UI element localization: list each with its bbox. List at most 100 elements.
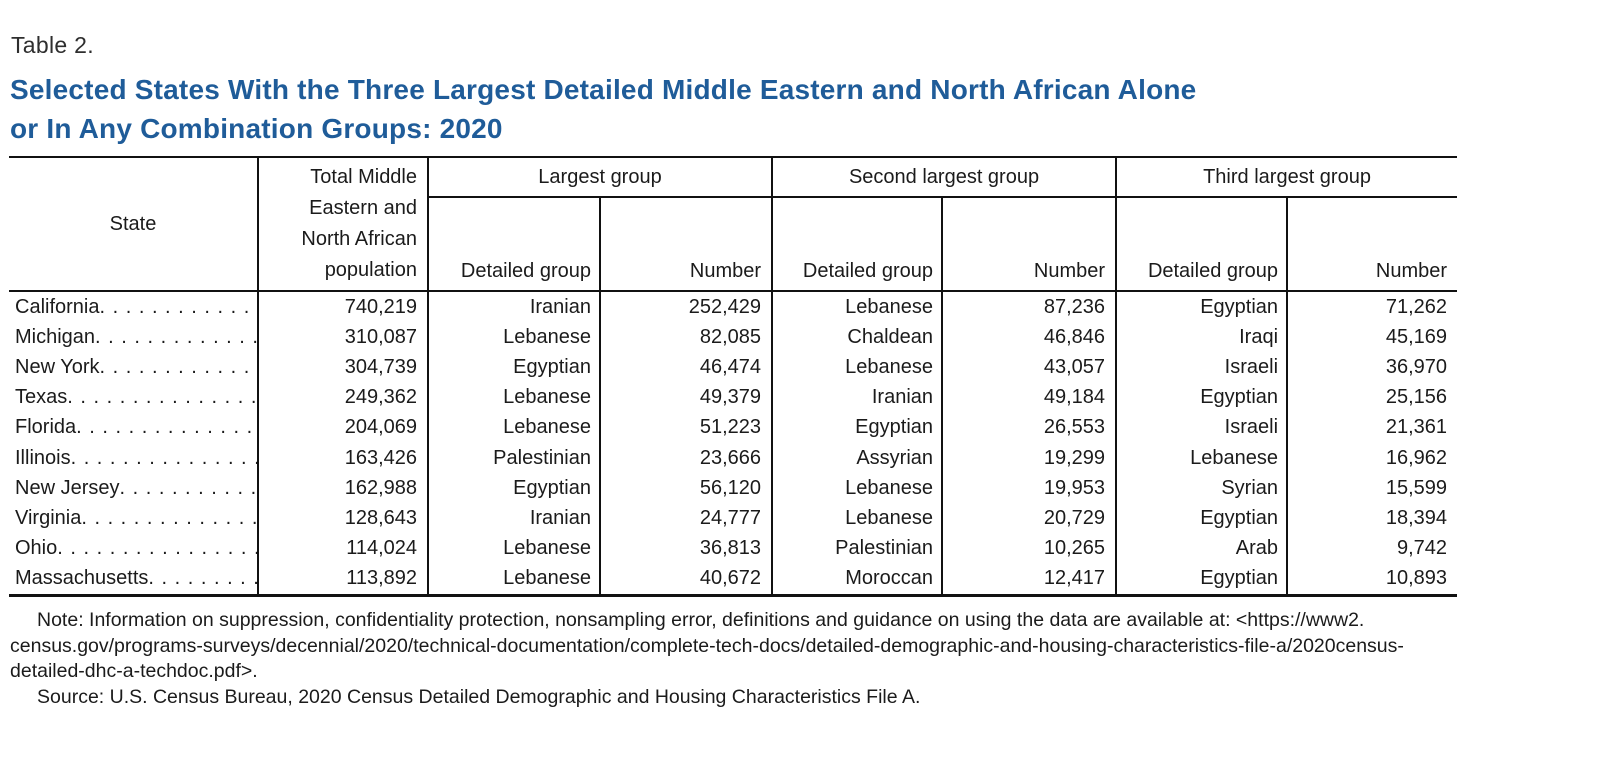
largest-detailed-group-cell: Lebanese bbox=[428, 563, 601, 596]
third-number-cell: 10,893 bbox=[1385, 567, 1448, 590]
second-detailed-group-cell: Moroccan bbox=[772, 563, 944, 596]
state-name: New Jersey bbox=[15, 476, 120, 499]
table-row: Texas 249,362 Lebanese 49,379 Iranian 49… bbox=[9, 382, 1457, 413]
second-number-cell: 26,553 bbox=[942, 412, 1118, 443]
group-header-largest: Largest group bbox=[428, 157, 774, 198]
largest-detailed-group-cell: Lebanese bbox=[428, 533, 601, 564]
state-cell: Florida bbox=[9, 412, 259, 443]
second-detailed-group-cell: Lebanese bbox=[772, 291, 944, 323]
largest-number-cell: 51,223 bbox=[600, 412, 774, 443]
second-detailed-group-cell: Lebanese bbox=[772, 473, 944, 504]
total-population-cell: 114,024 bbox=[258, 533, 429, 564]
second-detailed-group-cell: Iranian bbox=[772, 382, 944, 413]
state-name: Virginia bbox=[15, 506, 82, 529]
state-cell: Virginia bbox=[9, 503, 259, 534]
second-detailed-group-cell: Chaldean bbox=[772, 322, 944, 353]
dot-leader bbox=[119, 477, 257, 500]
largest-number-cell: 40,672 bbox=[600, 563, 774, 596]
dot-leader bbox=[81, 507, 257, 530]
third-detailed-group-cell: Israeli bbox=[1116, 352, 1289, 383]
largest-number-cell: 252,429 bbox=[600, 291, 774, 323]
total-population-cell: 249,362 bbox=[258, 382, 429, 413]
source-line: Source: U.S. Census Bureau, 2020 Census … bbox=[37, 685, 921, 708]
data-table: State Total Middle Eastern and North Afr… bbox=[9, 156, 1458, 597]
table-row: Florida 204,069 Lebanese 51,223 Egyptian… bbox=[9, 412, 1457, 443]
second-detailed-group-cell: Palestinian bbox=[772, 533, 944, 564]
group-header-third-largest: Third largest group bbox=[1116, 157, 1458, 198]
page-title-line-2: or In Any Combination Groups: 2020 bbox=[10, 113, 503, 144]
subheader-largest-number: Number bbox=[600, 197, 774, 292]
second-number-cell: 87,236 bbox=[942, 291, 1118, 323]
third-number-cell: 9,742 bbox=[1396, 537, 1448, 560]
second-number-cell: 10,265 bbox=[942, 533, 1118, 564]
dot-leader bbox=[100, 356, 258, 379]
total-population-cell: 128,643 bbox=[258, 503, 429, 534]
third-detailed-group-cell: Israeli bbox=[1116, 412, 1289, 443]
third-detailed-group-cell: Iraqi bbox=[1116, 322, 1289, 353]
total-header-line-2: Eastern and bbox=[309, 197, 417, 219]
dot-leader bbox=[99, 296, 257, 319]
state-cell: Michigan bbox=[9, 322, 259, 353]
state-name: Texas bbox=[15, 386, 68, 409]
largest-detailed-group-cell: Palestinian bbox=[428, 442, 601, 474]
largest-detailed-group-cell: Lebanese bbox=[428, 322, 601, 353]
total-population-cell: 304,739 bbox=[258, 352, 429, 383]
dot-leader bbox=[57, 537, 257, 560]
total-population-cell: 162,988 bbox=[258, 473, 429, 504]
note-line-3: detailed-dhc-a-techdoc.pdf>. bbox=[10, 660, 258, 682]
table-row: Massachusetts 113,892 Lebanese 40,672 Mo… bbox=[9, 563, 1457, 596]
dot-leader bbox=[71, 447, 257, 470]
subheader-largest-detailed-group: Detailed group bbox=[428, 197, 601, 292]
footnotes: Note: Information on suppression, confid… bbox=[10, 608, 1590, 710]
table-row: Michigan 310,087 Lebanese 82,085 Chaldea… bbox=[9, 322, 1457, 353]
largest-number-cell: 56,120 bbox=[600, 473, 774, 504]
note-line-1: Note: Information on suppression, confid… bbox=[37, 609, 1365, 631]
second-number-cell: 19,953 bbox=[942, 473, 1118, 504]
table-number-label: Table 2. bbox=[11, 32, 94, 58]
second-detailed-group-cell: Lebanese bbox=[772, 352, 944, 383]
third-detailed-group-cell: Egyptian bbox=[1116, 563, 1289, 596]
page-title: Selected States With the Three Largest D… bbox=[10, 70, 1570, 148]
state-cell: Texas bbox=[9, 382, 259, 413]
largest-detailed-group-cell: Egyptian bbox=[428, 473, 601, 504]
third-detailed-group-cell: Egyptian bbox=[1116, 382, 1289, 413]
largest-number-cell: 49,379 bbox=[600, 382, 774, 413]
subheader-third-number: Number bbox=[1287, 197, 1458, 292]
table-row: New York 304,739 Egyptian 46,474 Lebanes… bbox=[9, 352, 1457, 383]
largest-detailed-group-cell: Iranian bbox=[428, 291, 601, 323]
largest-detailed-group-cell: Lebanese bbox=[428, 382, 601, 413]
state-cell: Ohio bbox=[9, 533, 259, 564]
state-cell: New York bbox=[9, 352, 259, 383]
third-detailed-group-cell: Egyptian bbox=[1116, 503, 1289, 534]
table-row: Ohio 114,024 Lebanese 36,813 Palestinian… bbox=[9, 533, 1457, 564]
note-line-2: census.gov/programs-surveys/decennial/20… bbox=[10, 634, 1404, 657]
second-detailed-group-cell: Egyptian bbox=[772, 412, 944, 443]
third-number-cell: 25,156 bbox=[1385, 386, 1448, 409]
third-number-cell: 71,262 bbox=[1385, 295, 1448, 318]
table-row: Virginia 128,643 Iranian 24,777 Lebanese… bbox=[9, 503, 1457, 534]
third-detailed-group-cell: Lebanese bbox=[1116, 442, 1289, 474]
table-header-group-row: State Total Middle Eastern and North Afr… bbox=[9, 157, 1458, 292]
largest-number-cell: 36,813 bbox=[600, 533, 774, 564]
state-name: Ohio bbox=[15, 537, 58, 560]
third-number-cell: 36,970 bbox=[1385, 355, 1448, 378]
largest-detailed-group-cell: Lebanese bbox=[428, 412, 601, 443]
second-number-cell: 46,846 bbox=[942, 322, 1118, 353]
state-cell: New Jersey bbox=[9, 473, 259, 504]
second-number-cell: 43,057 bbox=[942, 352, 1118, 383]
state-cell: California bbox=[9, 291, 259, 323]
total-population-cell: 204,069 bbox=[258, 412, 429, 443]
second-number-cell: 12,417 bbox=[942, 563, 1118, 596]
table-row: New Jersey 162,988 Egyptian 56,120 Leban… bbox=[9, 473, 1457, 504]
state-name: Massachusetts bbox=[15, 567, 149, 590]
third-detailed-group-cell: Arab bbox=[1116, 533, 1289, 564]
second-detailed-group-cell: Lebanese bbox=[772, 503, 944, 534]
state-name: Michigan bbox=[15, 325, 96, 348]
state-name: Illinois bbox=[15, 446, 71, 469]
third-number-cell: 45,169 bbox=[1385, 325, 1448, 348]
largest-number-cell: 24,777 bbox=[600, 503, 774, 534]
subheader-second-number: Number bbox=[942, 197, 1118, 292]
subheader-second-detailed-group: Detailed group bbox=[772, 197, 944, 292]
subheader-third-detailed-group: Detailed group bbox=[1116, 197, 1289, 292]
